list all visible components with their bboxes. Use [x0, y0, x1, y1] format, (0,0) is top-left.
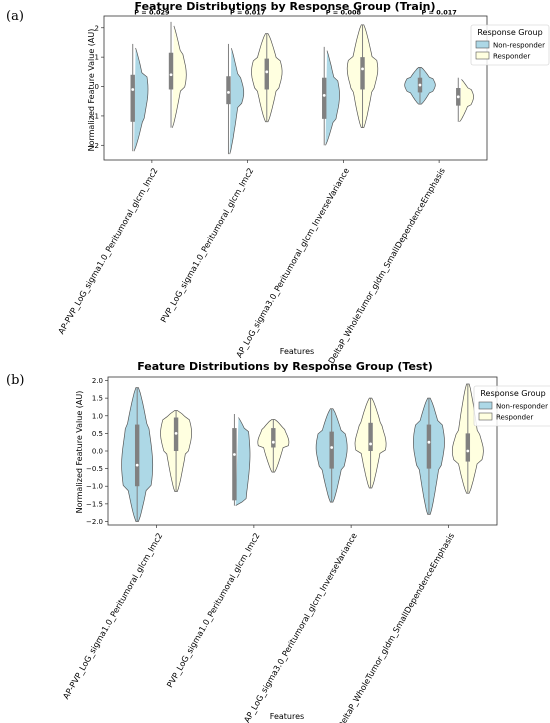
- panel-b-iqr-box: [232, 428, 237, 501]
- panel-a-legend-swatch: [475, 40, 490, 49]
- panel-b-median-dot: [233, 453, 236, 456]
- panel-a-xtick-label: PVP_LoG_sigma1.0_Peritumoral_glcm_Imc2: [158, 166, 255, 324]
- panel-a-xtick-label: DeltaP_WholeTumor_gldm_SmallDependenceEm…: [326, 166, 447, 365]
- panel-b-legend-swatch: [478, 412, 493, 421]
- panel-b-xtick-label: PVP_LoG_sigma1.0_Peritumoral_glcm_Imc2: [165, 531, 262, 689]
- panel-b-median-dot: [330, 446, 334, 449]
- panel-a-legend-label: Responder: [493, 53, 530, 61]
- panel-a-median-dot: [169, 73, 173, 77]
- panel-b-ytick-label: 0.0: [92, 448, 103, 456]
- panel-a-iqr-box: [226, 76, 231, 105]
- panel-a-legend-swatch: [475, 51, 490, 60]
- panel-a-ytick-label: 0: [95, 83, 99, 91]
- panel-a-p-value: P = 0.029: [134, 9, 170, 17]
- panel-b-median-dot: [135, 463, 139, 467]
- panel-b-iqr-box: [271, 428, 276, 448]
- panel-a-xtick-label: AP_LoG_sigma3.0_Peritumoral_glcm_Inverse…: [234, 166, 351, 359]
- panel-a-ytick-label: −1: [89, 112, 99, 120]
- panel-a-median-dot: [131, 88, 135, 91]
- panel-a-median-dot: [418, 83, 422, 87]
- panel-b-ytick-label: 2.0: [92, 377, 103, 385]
- panel-b-iqr-box: [426, 424, 432, 469]
- panel-b-violin-non-responder: [235, 417, 251, 506]
- panel-b-iqr-box: [134, 424, 140, 487]
- panel-a-median-dot: [322, 93, 326, 97]
- panel-a-iqr-box: [168, 52, 174, 90]
- panel-b-ytick-label: −1.5: [86, 500, 103, 508]
- panel-a-violin-non-responder: [325, 50, 340, 146]
- panel-a-median-dot: [227, 91, 230, 94]
- panel-a-median-dot: [456, 95, 460, 99]
- panel-b-xtick-label: DeltaP_WholeTumor_gldm_SmallDependenceEm…: [335, 531, 456, 723]
- panel-a-legend-label: Non-responder: [493, 42, 545, 50]
- panel-a-xlabel: Features: [280, 347, 314, 356]
- panel-b-legend-title: Response Group: [480, 389, 545, 398]
- panel-a-iqr-box: [360, 57, 365, 90]
- panel-b-ytick-label: 1.0: [92, 412, 103, 420]
- panel-a-iqr-box: [264, 58, 269, 90]
- panel-b-ytick-label: 1.5: [92, 395, 103, 403]
- panel-b-xtick-label: AP_LoG_sigma3.0_Peritumoral_glcm_Inverse…: [242, 531, 359, 723]
- panel-b-median-dot: [174, 431, 178, 435]
- panel-b-iqr-box: [368, 422, 373, 451]
- panel-b-plot: −2.0 −1.5 −1.0 −0.5 0.0 0.5 1.0 1.5 2.0 AP-PVP_Lo…: [61, 376, 550, 723]
- panel-b-legend-swatch: [478, 401, 493, 410]
- panel-b-label: (b): [6, 373, 24, 388]
- panel-b-xtick-label: AP-PVP_LoG_sigma1.0_Peritumoral_glcm_Imc…: [61, 531, 165, 701]
- panel-a-violin-responder: [459, 79, 474, 123]
- panel-a-plot: −2 −1 0 1 2 AP-PVP_LoG_sigma1.0_Peritumoral_g…: [56, 9, 550, 365]
- panel-b-xlabel: Features: [270, 712, 304, 721]
- panel-b-iqr-box: [329, 431, 334, 469]
- panel-a-median-dot: [361, 67, 364, 71]
- panel-b-ytick-label: −2.0: [86, 518, 103, 526]
- panel-b-legend-label: Non-responder: [496, 403, 548, 411]
- panel-a-median-dot: [265, 70, 269, 74]
- panel-a-legend-title: Response Group: [477, 28, 542, 37]
- panel-a-iqr-box: [322, 77, 327, 119]
- panel-a-violin-responder: [171, 25, 187, 128]
- panel-a-title: Feature Distributions by Response Group …: [135, 0, 436, 13]
- panel-a-ytick-label: −2: [89, 142, 99, 150]
- panel-b-ylabel: Normalized Feature Value (AU): [75, 391, 84, 514]
- panel-a-label: (a): [6, 9, 24, 24]
- panel-b-title: Feature Distributions by Response Group …: [137, 360, 433, 373]
- panel-a-p-value: P = 0.008: [326, 9, 362, 17]
- panel-a-p-value: P = 0.017: [421, 9, 456, 17]
- panel-a-iqr-box: [130, 74, 135, 122]
- panel-a-legend-box: [470, 24, 550, 66]
- panel-b-median-dot: [271, 440, 275, 444]
- panel-a-xtick-label: AP-PVP_LoG_sigma1.0_Peritumoral_glcm_Imc…: [56, 166, 160, 336]
- panel-a-ytick-label: 2: [95, 24, 99, 32]
- panel-a-p-value: P = 0.017: [230, 9, 265, 17]
- panel-b-ytick-label: −1.0: [86, 483, 103, 491]
- panel-a-violin-non-responder: [133, 47, 149, 152]
- panel-a-violin-non-responder: [229, 48, 245, 155]
- panel-b-legend-box: [473, 385, 550, 427]
- panel-a-ylabel: Normalized Feature Value (AU): [87, 29, 96, 152]
- panel-b-ytick-label: −0.5: [86, 465, 103, 473]
- panel-b-ytick-label: 0.5: [92, 430, 103, 438]
- panel-a-ytick-label: 1: [95, 54, 99, 62]
- panel-b-legend-label: Responder: [496, 414, 533, 422]
- panel-b-median-dot: [369, 442, 372, 446]
- panel-b-median-dot: [466, 449, 470, 453]
- panel-b-iqr-box: [465, 433, 471, 462]
- panel-a-frame: [103, 15, 488, 161]
- panel-b-median-dot: [427, 440, 431, 444]
